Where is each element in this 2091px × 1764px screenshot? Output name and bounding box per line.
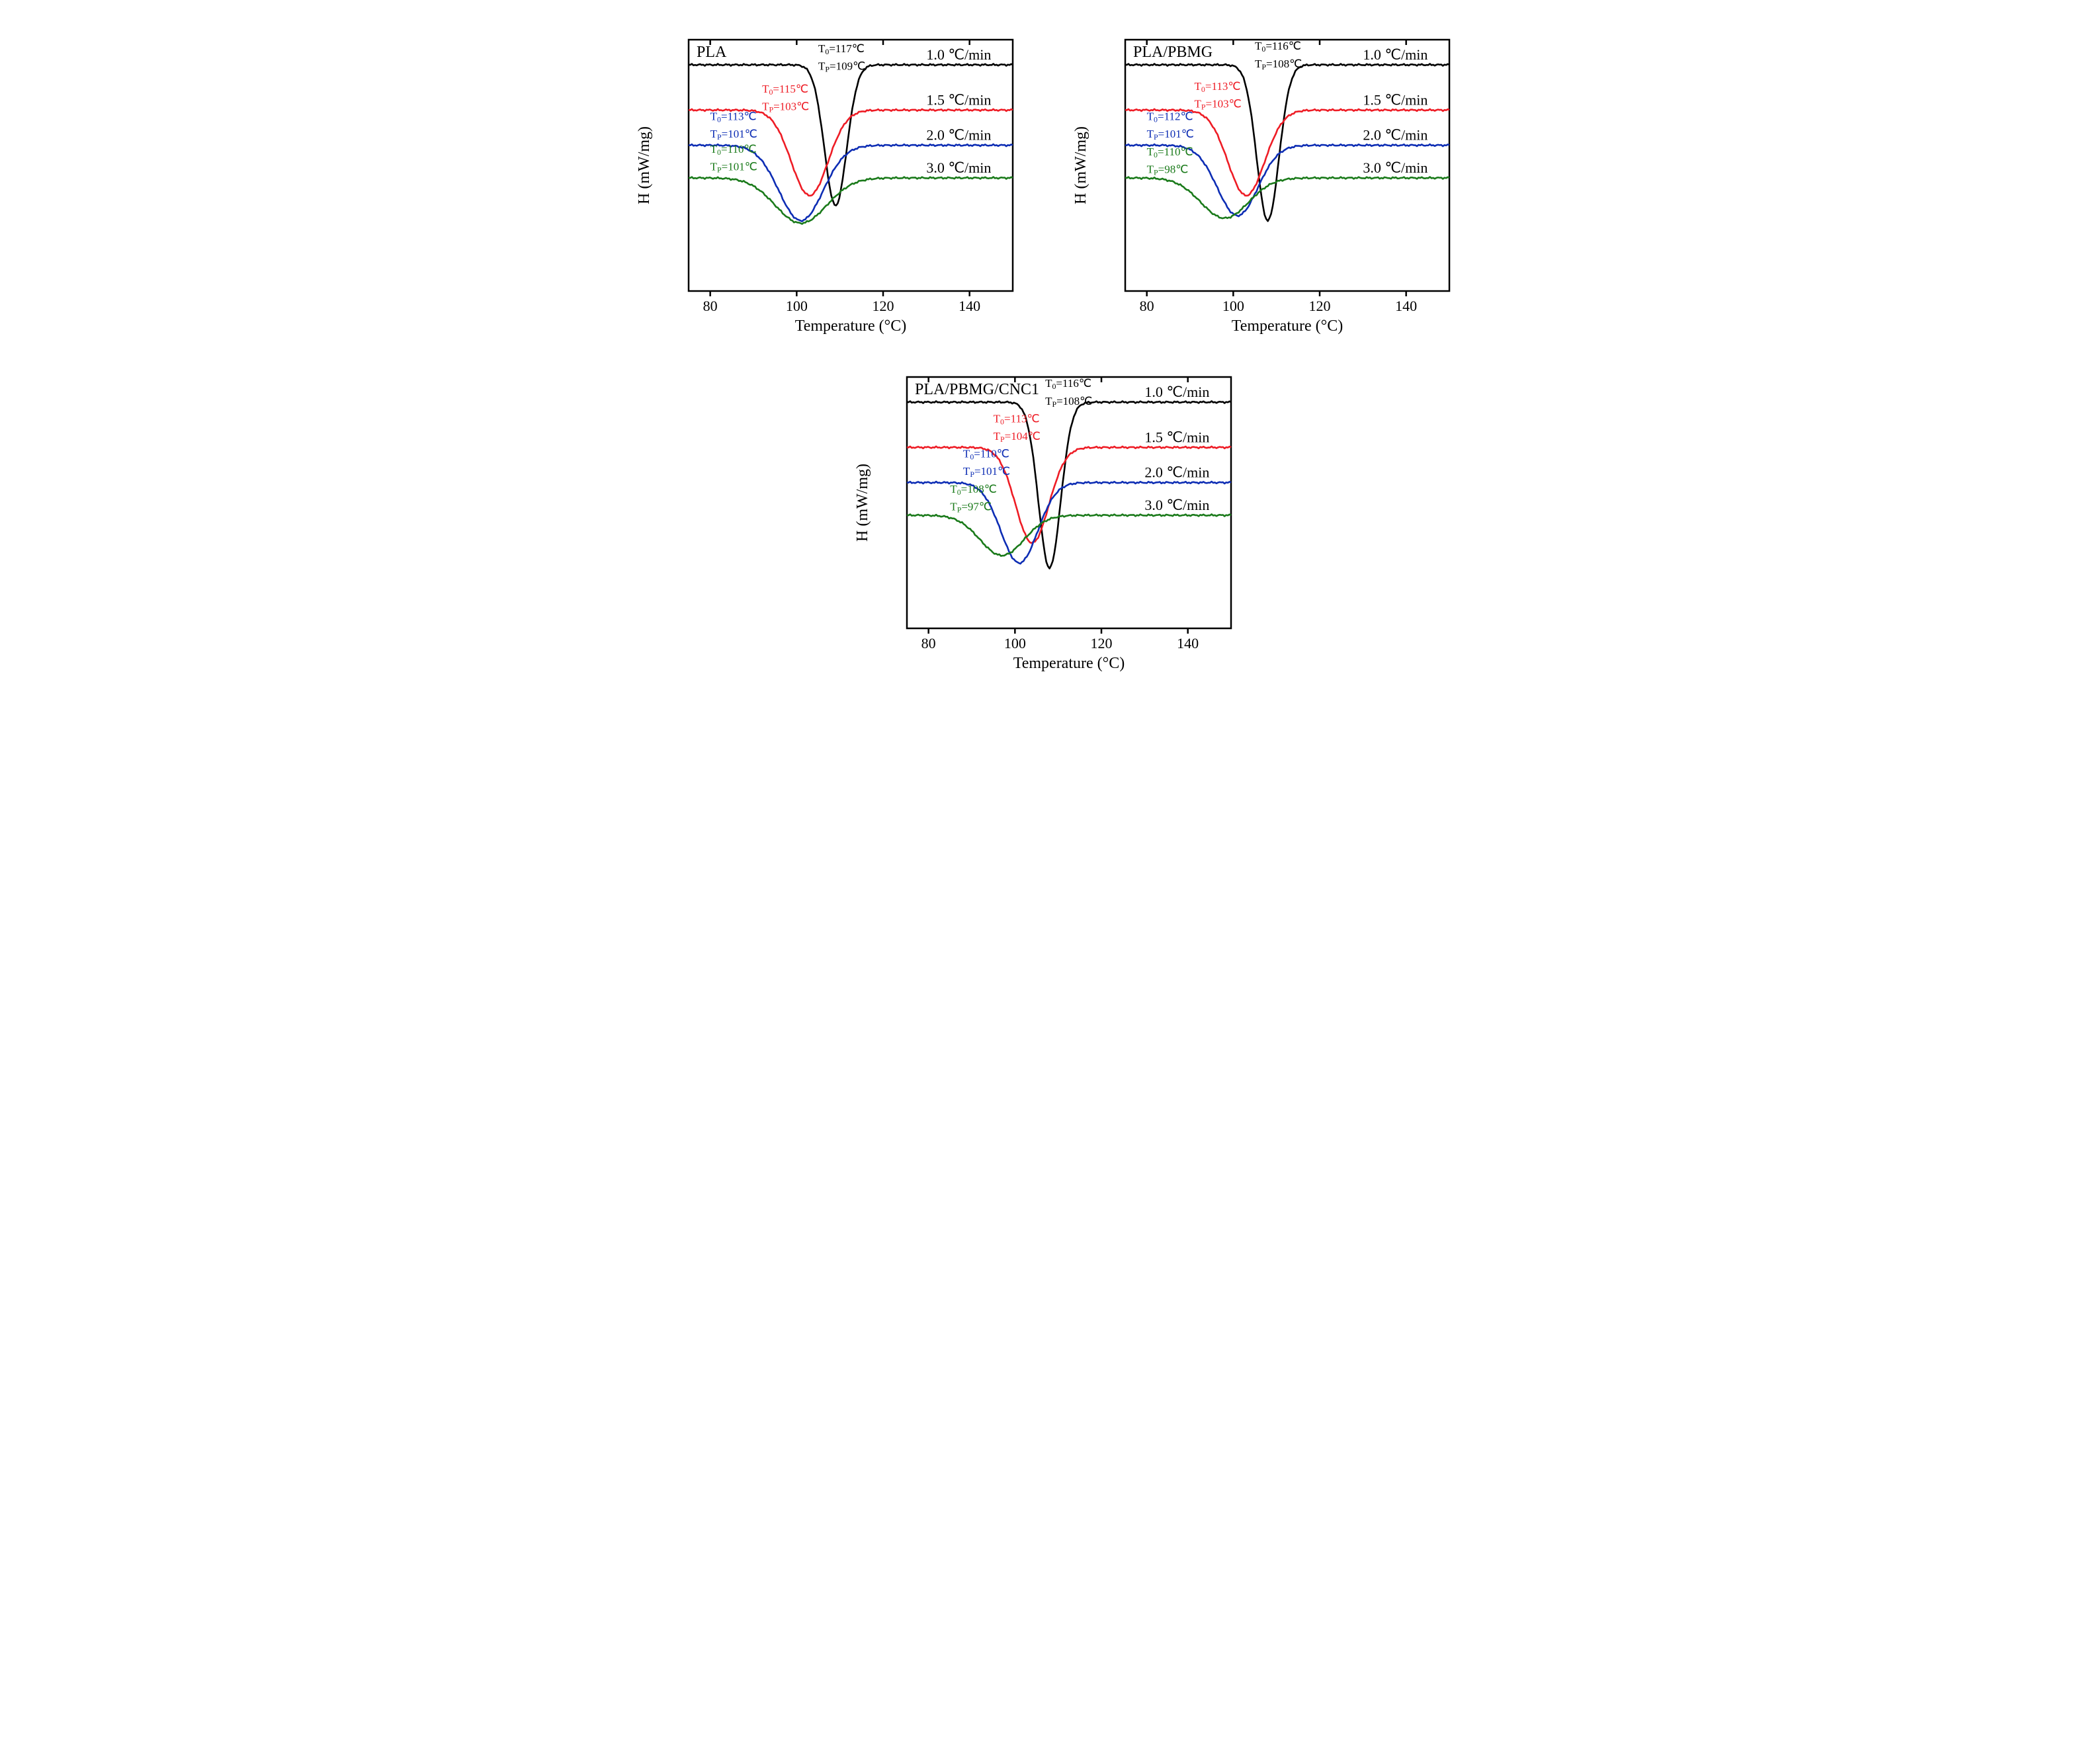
panel-pla-pbmg: 80 100 120 140 Temperature (°C) H (mW/mg) PLA/…	[1066, 26, 1463, 344]
tp-annotation: TP=104℃	[993, 430, 1040, 444]
tp-annotation: TP=103℃	[762, 100, 809, 114]
x-tick-label: 120	[1090, 635, 1112, 651]
t0-annotation: T0=108℃	[950, 483, 997, 497]
x-tick-label: 100	[1222, 298, 1244, 314]
bottom-row: 80 100 120 140 Temperature (°C) H (mW/mg) PLA/…	[629, 364, 1463, 681]
tp-annotation: TP=109℃	[818, 60, 865, 74]
t0-annotation: T0=112℃	[1146, 110, 1193, 124]
panel-title: PLA/PBMG/CNC1	[915, 381, 1039, 398]
t0-annotation: T0=110℃	[1146, 146, 1193, 159]
panel-pla: 80 100 120 140 Temperature (°C) H (mW/mg) PLA 1…	[629, 26, 1026, 344]
dsc-curve	[689, 177, 1013, 224]
cooling-rate-label: 1.0 ℃/min	[926, 46, 991, 63]
tp-annotation: TP=103℃	[1194, 98, 1241, 112]
tp-annotation: TP=97℃	[950, 500, 992, 514]
panel-title: PLA	[697, 44, 727, 61]
cooling-rate-label: 3.0 ℃/min	[926, 159, 991, 176]
cooling-rate-label: 1.5 ℃/min	[926, 91, 991, 108]
y-axis-label: H (mW/mg)	[636, 126, 653, 204]
dsc-panel-svg: 80 100 120 140 Temperature (°C) H (mW/mg) PLA/…	[847, 364, 1244, 681]
tp-annotation: TP=101℃	[710, 128, 757, 142]
dsc-panel-svg: 80 100 120 140 Temperature (°C) H (mW/mg) PLA 1…	[629, 26, 1026, 344]
tp-annotation: TP=108℃	[1045, 395, 1092, 409]
x-tick-label: 80	[1139, 298, 1154, 314]
y-axis-label: H (mW/mg)	[1072, 126, 1089, 204]
t0-annotation: T0=115℃	[762, 83, 808, 97]
t0-annotation: T0=116℃	[1045, 377, 1091, 391]
cooling-rate-label: 3.0 ℃/min	[1144, 497, 1209, 513]
cooling-rate-label: 3.0 ℃/min	[1363, 159, 1428, 176]
x-tick-label: 140	[1177, 635, 1199, 651]
x-tick-label: 120	[872, 298, 894, 314]
dsc-curve	[689, 144, 1013, 222]
tp-annotation: TP=101℃	[710, 161, 757, 175]
cooling-rate-label: 2.0 ℃/min	[926, 127, 991, 144]
x-tick-label: 140	[1395, 298, 1417, 314]
cooling-rate-label: 2.0 ℃/min	[1144, 464, 1209, 481]
x-tick-label: 120	[1308, 298, 1330, 314]
dsc-panel-svg: 80 100 120 140 Temperature (°C) H (mW/mg) PLA/…	[1066, 26, 1463, 344]
tp-annotation: TP=98℃	[1146, 163, 1188, 177]
tp-annotation: TP=108℃	[1255, 58, 1302, 71]
y-axis-label: H (mW/mg)	[854, 464, 871, 542]
cooling-rate-label: 2.0 ℃/min	[1363, 127, 1428, 144]
t0-annotation: T0=116℃	[1255, 40, 1301, 54]
x-axis-label: Temperature (°C)	[1231, 317, 1343, 335]
t0-annotation: T0=113℃	[1194, 80, 1240, 94]
cooling-rate-label: 1.0 ℃/min	[1144, 384, 1209, 400]
x-tick-label: 140	[959, 298, 980, 314]
x-axis-label: Temperature (°C)	[1013, 655, 1125, 672]
t0-annotation: T0=113℃	[993, 412, 1039, 426]
t0-annotation: T0=117℃	[818, 42, 865, 56]
panel-pla-pbmg-cnc1: 80 100 120 140 Temperature (°C) H (mW/mg) PLA/…	[847, 364, 1244, 681]
tp-annotation: TP=101℃	[1146, 128, 1193, 142]
tp-annotation: TP=101℃	[962, 465, 1009, 479]
x-axis-label: Temperature (°C)	[794, 317, 906, 335]
cooling-rate-label: 1.5 ℃/min	[1144, 429, 1209, 445]
x-tick-label: 100	[1003, 635, 1025, 651]
dsc-figure: 80 100 120 140 Temperature (°C) H (mW/mg) PLA 1…	[629, 26, 1463, 681]
x-tick-label: 80	[703, 298, 717, 314]
dsc-curve	[907, 515, 1231, 556]
panel-title: PLA/PBMG	[1133, 44, 1213, 61]
dsc-curve	[1125, 177, 1449, 219]
x-tick-label: 100	[785, 298, 807, 314]
x-tick-label: 80	[921, 635, 935, 651]
t0-annotation: T0=110℃	[962, 448, 1009, 462]
top-row: 80 100 120 140 Temperature (°C) H (mW/mg) PLA 1…	[629, 26, 1463, 344]
t0-annotation: T0=113℃	[710, 110, 756, 124]
cooling-rate-label: 1.0 ℃/min	[1363, 46, 1428, 63]
cooling-rate-label: 1.5 ℃/min	[1363, 91, 1428, 108]
